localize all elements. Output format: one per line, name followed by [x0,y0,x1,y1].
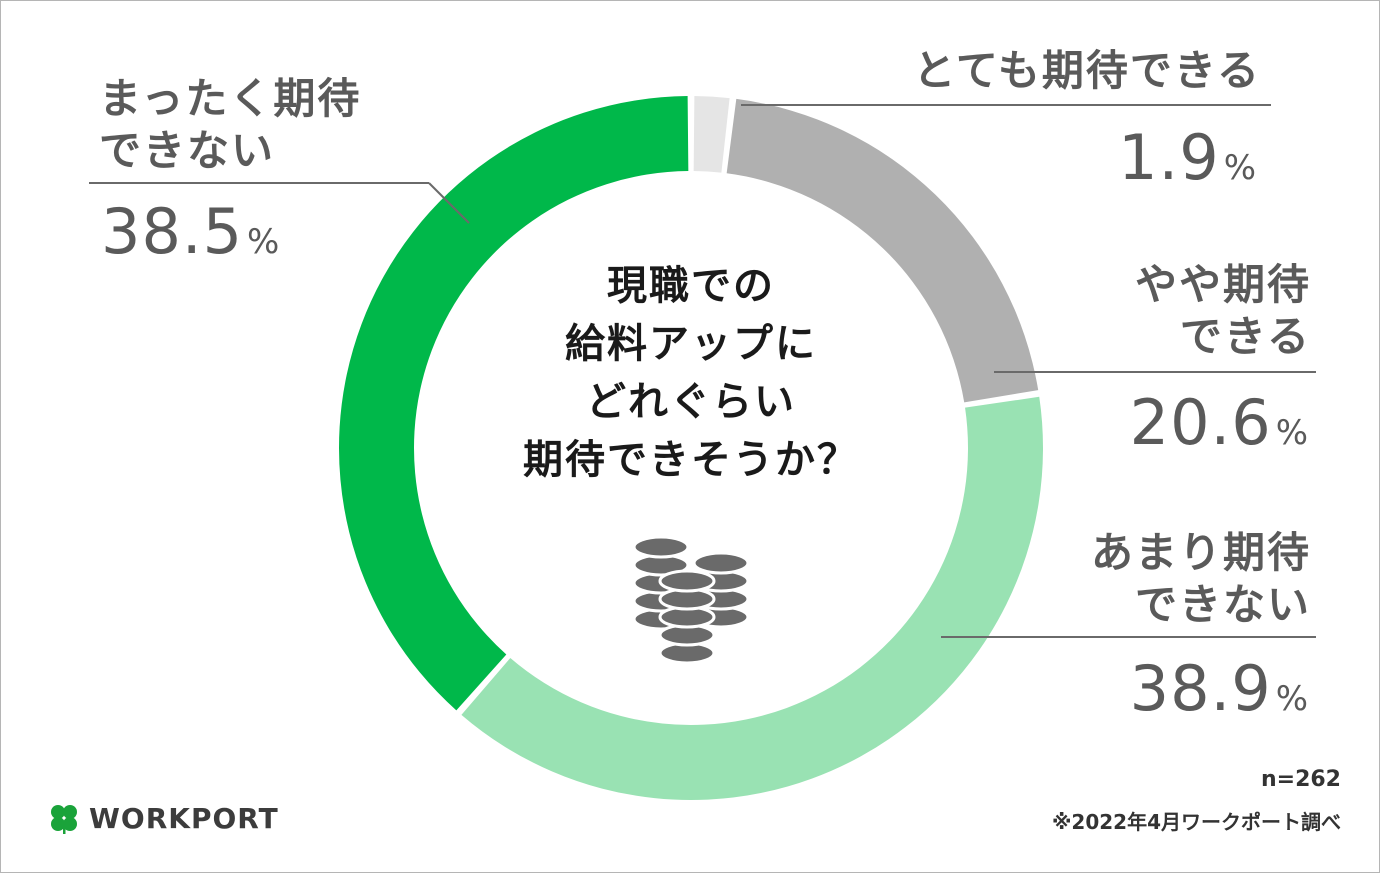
donut-slice-3 [338,96,689,711]
value-slice-2: 38.9% [1129,652,1309,725]
value-slice-0: 1.9% [1118,121,1257,194]
leader-line-slice-3 [89,182,429,184]
label-slice-2: あまり期待 できない [1090,528,1311,629]
clover-icon [51,805,77,834]
leader-line-slice-3-diagonal [428,182,470,224]
label-slice-1: やや期待 できる [1134,260,1311,361]
label-slice-3: まったく期待 できない [99,74,362,175]
sample-size: n=262 [1260,767,1341,792]
leader-line-slice-0 [741,104,1271,106]
source-note: ※2022年4月ワークポート調べ [1051,810,1341,834]
chart-title: 現職での 給料アップに どれぐらい 期待できそうか？ [523,263,859,483]
coin-stack-icon [632,535,750,665]
value-slice-1: 20.6% [1129,386,1309,459]
brand-logo: WORKPORT [47,801,279,835]
value-slice-3: 38.5% [101,195,281,268]
brand-name: WORKPORT [89,801,279,835]
donut-slice-0 [693,96,730,173]
leader-line-slice-2 [941,636,1316,638]
label-slice-0: とても期待できる [913,46,1261,95]
donut-slice-1 [726,98,1039,403]
donut-slice-2 [461,396,1043,800]
leader-line-slice-1 [994,371,1316,373]
